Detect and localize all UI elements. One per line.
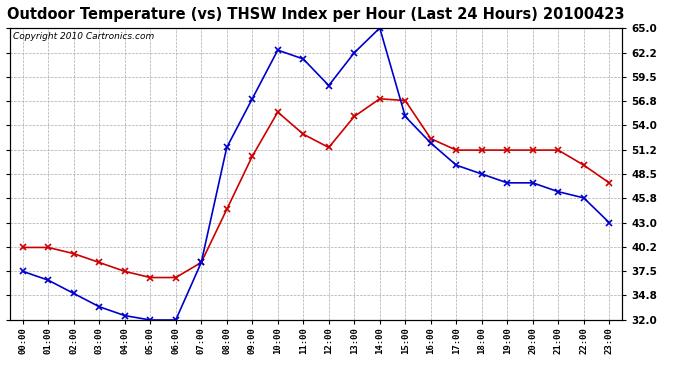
Text: Outdoor Temperature (vs) THSW Index per Hour (Last 24 Hours) 20100423: Outdoor Temperature (vs) THSW Index per … bbox=[8, 6, 624, 21]
Text: Copyright 2010 Cartronics.com: Copyright 2010 Cartronics.com bbox=[13, 32, 155, 41]
